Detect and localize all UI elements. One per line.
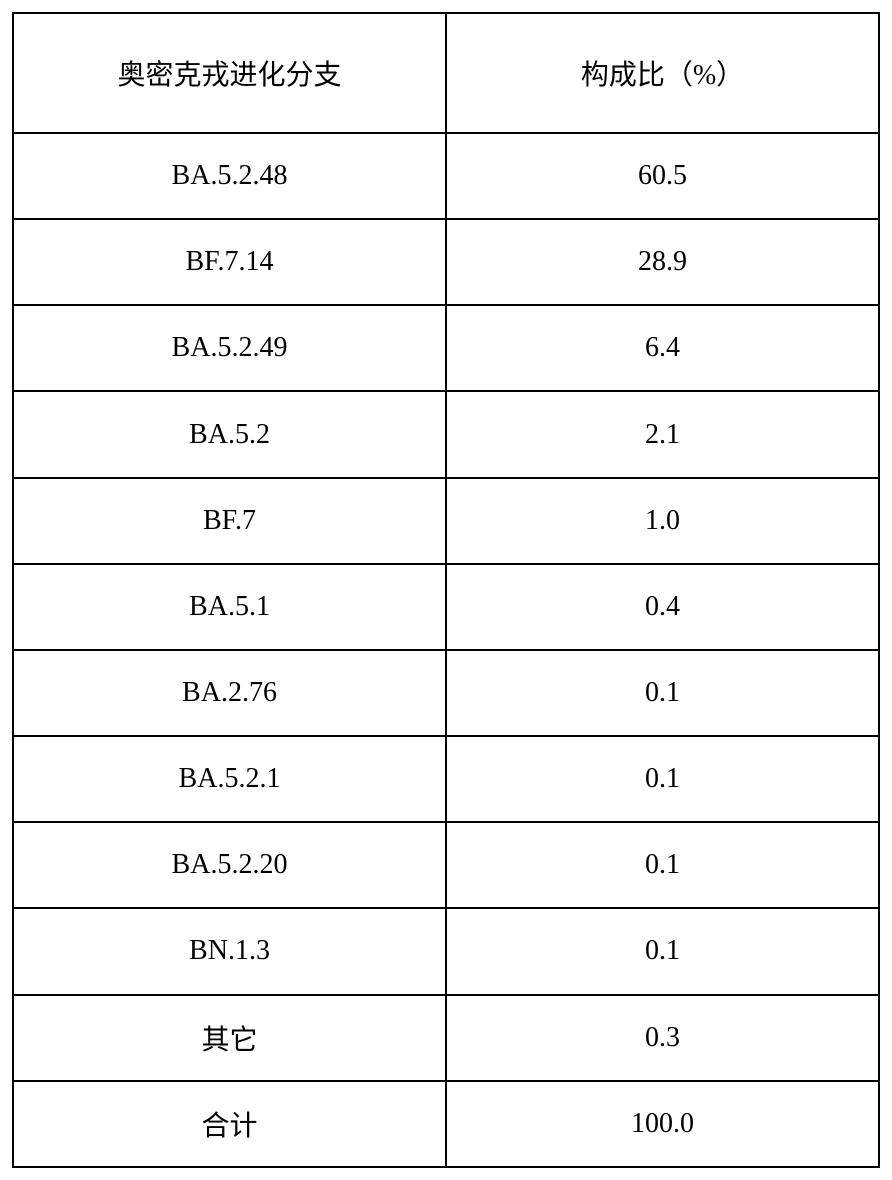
cell-ratio: 60.5 — [446, 133, 879, 219]
cell-branch: BF.7 — [13, 478, 446, 564]
table-row: 其它 0.3 — [13, 995, 879, 1081]
table-row: BA.5.1 0.4 — [13, 564, 879, 650]
cell-ratio: 100.0 — [446, 1081, 879, 1167]
cell-ratio: 6.4 — [446, 305, 879, 391]
cell-branch: BN.1.3 — [13, 908, 446, 994]
cell-branch: BA.5.2.49 — [13, 305, 446, 391]
table-row: BA.5.2 2.1 — [13, 391, 879, 477]
column-header-branch: 奥密克戎进化分支 — [13, 13, 446, 133]
cell-ratio: 0.1 — [446, 908, 879, 994]
table-row: BA.5.2.49 6.4 — [13, 305, 879, 391]
cell-branch: BA.5.1 — [13, 564, 446, 650]
cell-ratio: 0.1 — [446, 736, 879, 822]
cell-branch: BA.5.2.48 — [13, 133, 446, 219]
cell-ratio: 0.3 — [446, 995, 879, 1081]
cell-branch: BA.5.2.1 — [13, 736, 446, 822]
cell-ratio: 0.1 — [446, 822, 879, 908]
cell-ratio: 0.1 — [446, 650, 879, 736]
cell-branch: BF.7.14 — [13, 219, 446, 305]
table-header-row: 奥密克戎进化分支 构成比（%） — [13, 13, 879, 133]
cell-ratio: 28.9 — [446, 219, 879, 305]
table-row: BA.2.76 0.1 — [13, 650, 879, 736]
table-row: BF.7.14 28.9 — [13, 219, 879, 305]
table-row: BA.5.2.20 0.1 — [13, 822, 879, 908]
cell-branch: BA.5.2.20 — [13, 822, 446, 908]
table-row: BN.1.3 0.1 — [13, 908, 879, 994]
cell-branch: BA.5.2 — [13, 391, 446, 477]
column-header-ratio: 构成比（%） — [446, 13, 879, 133]
table-row-total: 合计 100.0 — [13, 1081, 879, 1167]
cell-ratio: 2.1 — [446, 391, 879, 477]
cell-ratio: 1.0 — [446, 478, 879, 564]
cell-branch: 其它 — [13, 995, 446, 1081]
cell-branch: 合计 — [13, 1081, 446, 1167]
table-row: BA.5.2.1 0.1 — [13, 736, 879, 822]
omicron-variant-table: 奥密克戎进化分支 构成比（%） BA.5.2.48 60.5 BF.7.14 2… — [12, 12, 880, 1168]
table-row: BF.7 1.0 — [13, 478, 879, 564]
cell-branch: BA.2.76 — [13, 650, 446, 736]
cell-ratio: 0.4 — [446, 564, 879, 650]
table-row: BA.5.2.48 60.5 — [13, 133, 879, 219]
